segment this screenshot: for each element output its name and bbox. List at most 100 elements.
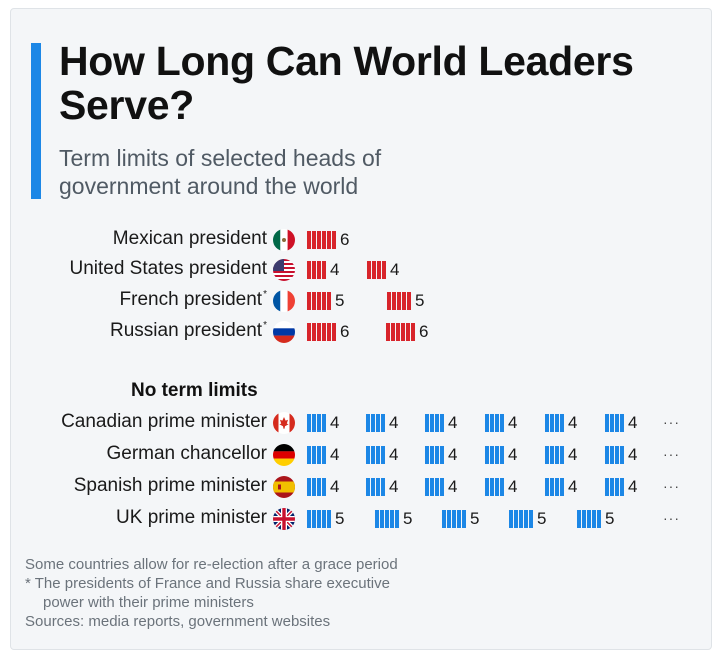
year-bar (377, 261, 381, 279)
infographic-card: How Long Can World Leaders Serve? Term l… (10, 8, 712, 650)
term-bar (485, 414, 505, 432)
year-bar (317, 292, 321, 310)
term-bar (545, 414, 565, 432)
year-bar (524, 510, 528, 528)
year-bar (560, 446, 564, 464)
row-label: Spanish prime minister (74, 475, 267, 497)
term-years-label: 4 (448, 477, 458, 496)
year-bar (485, 414, 489, 432)
term-bar-group: 4 (307, 445, 339, 465)
term-bar (509, 510, 534, 528)
year-bar (592, 510, 596, 528)
spain-flag-icon (273, 476, 295, 498)
year-bar (407, 292, 411, 310)
year-bar (462, 510, 466, 528)
year-bar (560, 414, 564, 432)
term-bar (366, 414, 386, 432)
year-bar (457, 510, 461, 528)
term-bar (307, 323, 337, 341)
term-years-label: 6 (419, 322, 429, 341)
term-bar-group: 4 (545, 477, 577, 497)
term-bar-group: 5 (442, 509, 479, 529)
term-years-label: 5 (335, 291, 345, 310)
row-label-text: Spanish prime minister (73, 475, 267, 496)
term-bar (307, 478, 327, 496)
term-years-label: 5 (605, 509, 615, 528)
term-bar (425, 478, 445, 496)
year-bar (312, 478, 316, 496)
chart-title: How Long Can World Leaders Serve? (59, 38, 634, 128)
year-bar (391, 323, 395, 341)
term-bar-group: 5 (307, 509, 344, 529)
asterisk-marker: * (263, 320, 267, 331)
year-bar (495, 446, 499, 464)
year-bar (597, 510, 601, 528)
year-bar (605, 414, 609, 432)
year-bar (500, 414, 504, 432)
year-bar (425, 446, 429, 464)
title-accent-bar (31, 43, 41, 199)
row-label-text: UK prime minister (116, 507, 267, 528)
uk-flag-icon (273, 508, 295, 530)
year-bar (485, 446, 489, 464)
year-bar (401, 323, 405, 341)
term-bar (367, 261, 387, 279)
term-bar (307, 292, 332, 310)
term-years-label: 4 (508, 445, 518, 464)
term-bar-group: 4 (307, 413, 339, 433)
year-bar (332, 323, 336, 341)
term-years-label: 4 (568, 413, 578, 432)
year-bar (587, 510, 591, 528)
term-years-label: 6 (340, 230, 350, 249)
year-bar (435, 478, 439, 496)
year-bar (582, 510, 586, 528)
year-bar (312, 510, 316, 528)
year-bar (372, 261, 376, 279)
year-bar (327, 323, 331, 341)
term-bar (605, 414, 625, 432)
year-bar (500, 478, 504, 496)
term-bar (425, 446, 445, 464)
year-bar (371, 478, 375, 496)
row-label: Russian president* (110, 320, 267, 342)
term-bar (366, 446, 386, 464)
term-bar-group: 4 (425, 413, 457, 433)
year-bar (327, 292, 331, 310)
year-bar (605, 446, 609, 464)
term-bar-group: 4 (367, 260, 399, 280)
term-bar-group: 4 (545, 445, 577, 465)
year-bar (500, 446, 504, 464)
year-bar (529, 510, 533, 528)
year-bar (322, 261, 326, 279)
year-bar (440, 478, 444, 496)
row-label-text: United States president (69, 258, 267, 279)
term-bar-group: 4 (485, 445, 517, 465)
year-bar (425, 478, 429, 496)
russia-flag-icon (273, 321, 295, 343)
term-bar-group: 4 (485, 477, 517, 497)
year-bar (307, 414, 311, 432)
year-bar (490, 446, 494, 464)
asterisk-marker: * (263, 289, 267, 300)
year-bar (615, 446, 619, 464)
year-bar (411, 323, 415, 341)
term-years-label: 4 (330, 445, 340, 464)
year-bar (447, 510, 451, 528)
year-bar (371, 414, 375, 432)
term-bar (425, 414, 445, 432)
row-label: United States president (69, 258, 267, 280)
term-bar-group: 4 (366, 477, 398, 497)
year-bar (317, 231, 321, 249)
year-bar (322, 292, 326, 310)
term-bar-group: 5 (577, 509, 614, 529)
term-bar (545, 478, 565, 496)
year-bar (312, 231, 316, 249)
term-bar (605, 478, 625, 496)
year-bar (376, 478, 380, 496)
year-bar (307, 446, 311, 464)
year-bar (307, 292, 311, 310)
year-bar (381, 478, 385, 496)
year-bar (366, 414, 370, 432)
year-bar (620, 414, 624, 432)
year-bar (367, 261, 371, 279)
